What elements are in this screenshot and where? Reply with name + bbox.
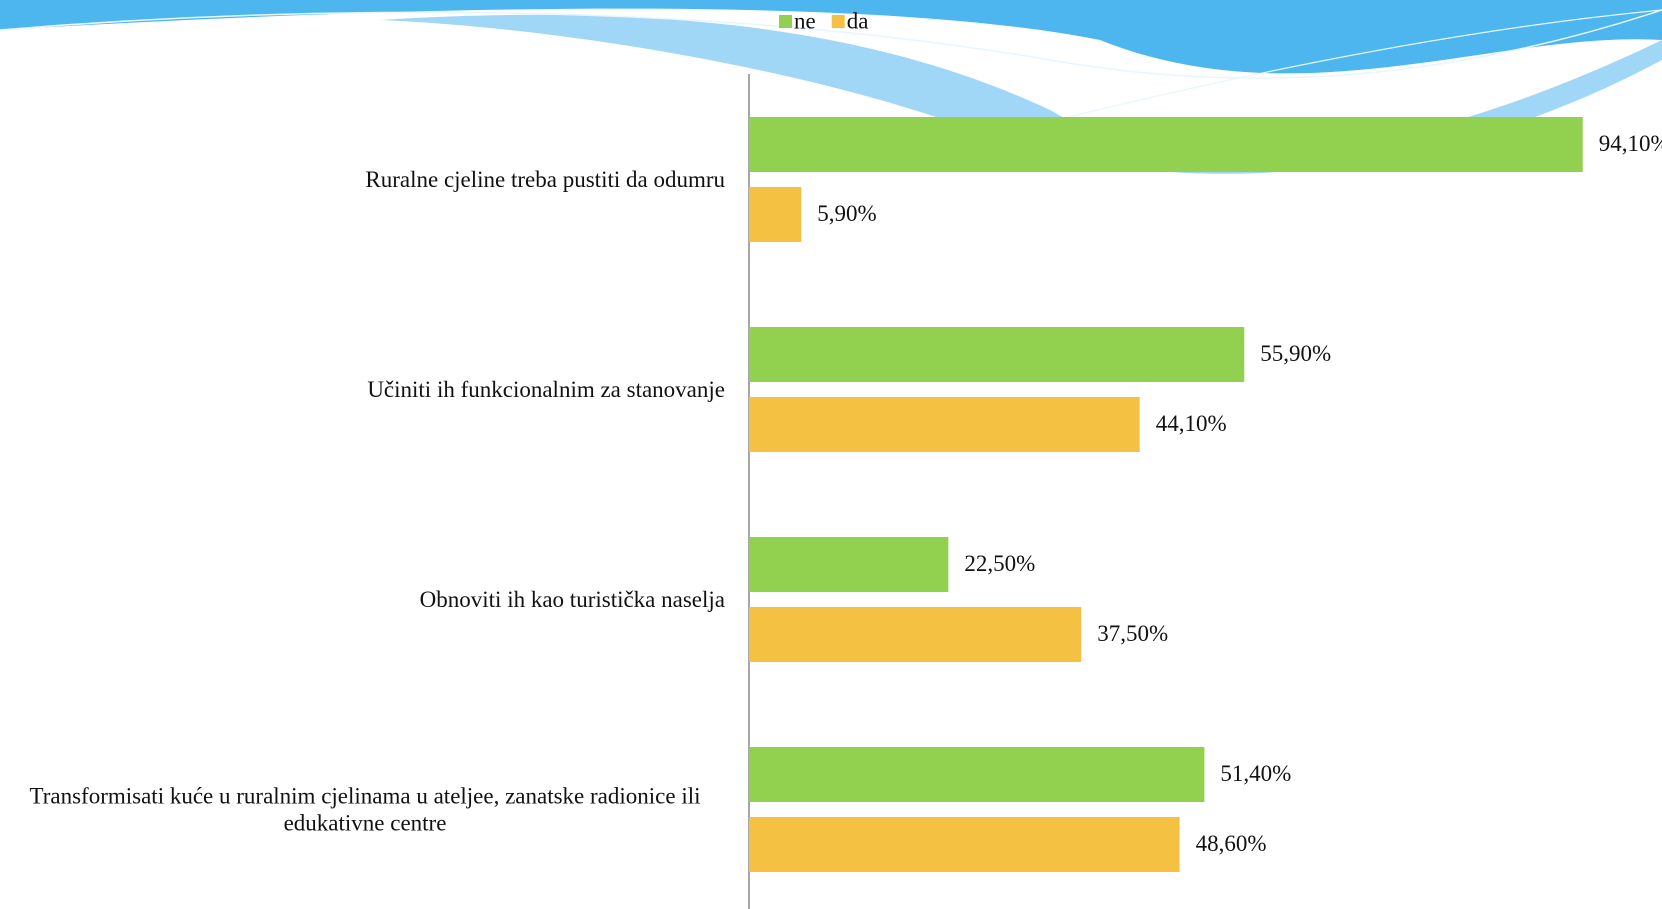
bar [749, 607, 1082, 662]
data-label: 55,90% [1260, 341, 1331, 366]
data-label: 44,10% [1156, 411, 1227, 436]
bar [749, 817, 1180, 872]
bar [749, 117, 1583, 172]
data-label: 22,50% [964, 551, 1035, 576]
data-label: 48,60% [1196, 831, 1267, 856]
legend-label: ne [794, 8, 816, 33]
category-label: Transformisati kuće u ruralnim cjelinama… [29, 782, 701, 836]
bar [749, 747, 1205, 802]
legend-swatch [831, 15, 845, 28]
bar [749, 187, 802, 242]
data-label: 37,50% [1097, 621, 1168, 646]
category-label-box: Obnoviti ih kao turistička naselja [5, 586, 725, 614]
bar [749, 327, 1245, 382]
category-label-box: Transformisati kuće u ruralnim cjelinama… [5, 782, 725, 837]
category-label-box: Učiniti ih funkcionalnim za stanovanje [5, 376, 725, 404]
category-label-box: Ruralne cjeline treba pustiti da odumru [5, 166, 725, 194]
data-label: 5,90% [817, 201, 876, 226]
data-label: 94,10% [1599, 131, 1662, 156]
data-label: 51,40% [1220, 761, 1291, 786]
legend-label: da [847, 8, 869, 33]
legend-swatch [779, 15, 792, 28]
category-label: Obnoviti ih kao turistička naselja [419, 586, 725, 612]
bar [749, 537, 949, 592]
category-label: Ruralne cjeline treba pustiti da odumru [365, 166, 725, 192]
category-label: Učiniti ih funkcionalnim za stanovanje [367, 376, 725, 402]
bar [749, 397, 1140, 452]
